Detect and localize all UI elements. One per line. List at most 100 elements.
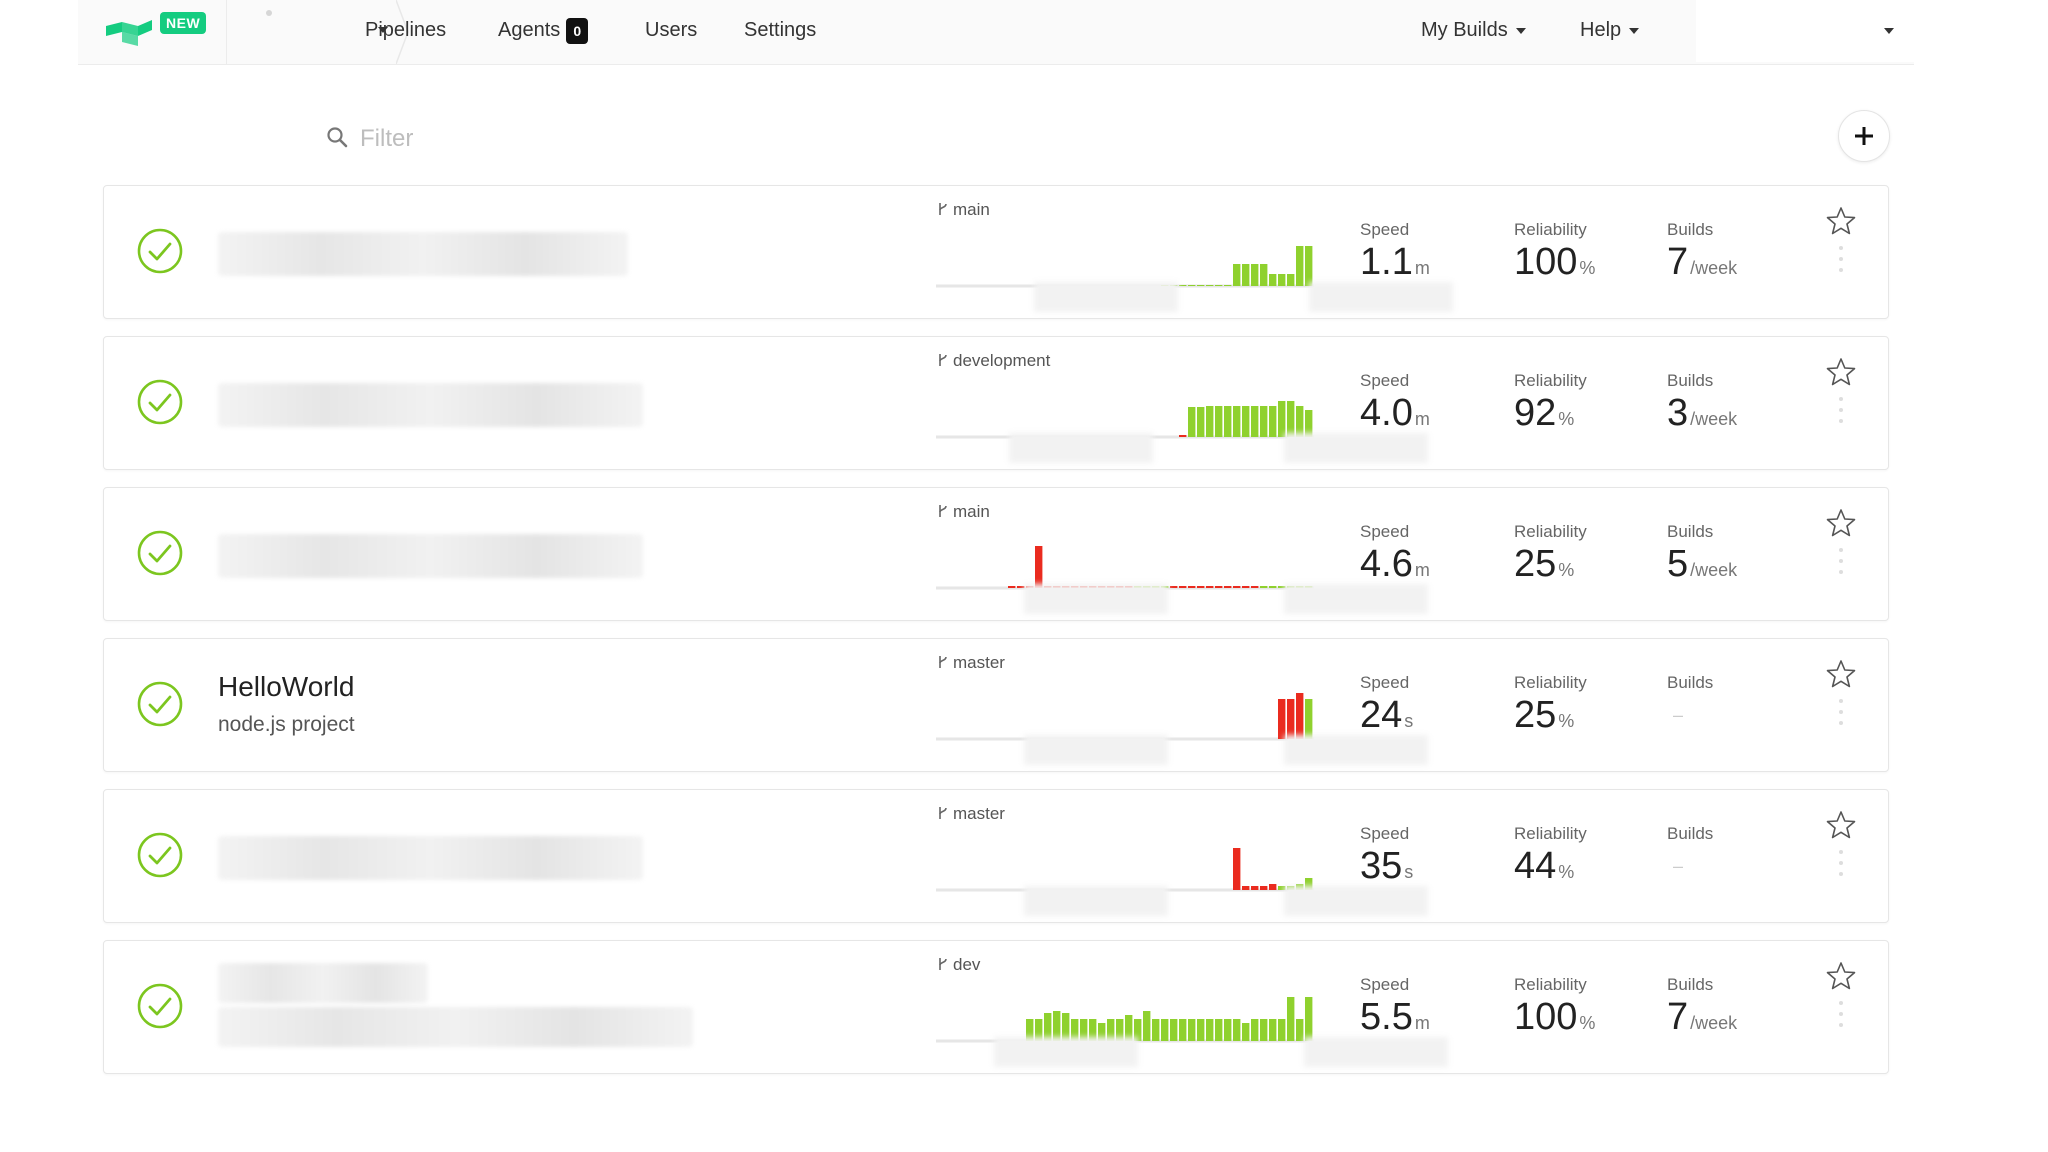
passed-build-bar[interactable] xyxy=(1287,401,1295,437)
pipeline-name[interactable]: HelloWorld xyxy=(218,671,355,702)
more-options-icon[interactable] xyxy=(1832,695,1850,729)
passed-build-bar[interactable] xyxy=(1188,407,1196,437)
passed-build-bar[interactable] xyxy=(1260,264,1268,286)
build-history-chart[interactable] xyxy=(936,979,1314,1043)
passed-build-bar[interactable] xyxy=(1296,406,1304,437)
failed-build-bar[interactable] xyxy=(1179,435,1187,437)
passed-build-bar[interactable] xyxy=(1278,586,1286,588)
failed-build-bar[interactable] xyxy=(1197,586,1205,588)
passed-build-bar[interactable] xyxy=(1188,285,1196,286)
build-history-chart[interactable] xyxy=(936,677,1314,741)
failed-build-bar[interactable] xyxy=(1224,586,1232,588)
passed-build-bar[interactable] xyxy=(1278,1019,1286,1041)
passed-build-bar[interactable] xyxy=(1107,1019,1115,1041)
more-options-icon[interactable] xyxy=(1832,242,1850,276)
nav-users[interactable]: Users xyxy=(645,19,698,41)
passed-build-bar[interactable] xyxy=(1152,1019,1160,1041)
failed-build-bar[interactable] xyxy=(1242,886,1250,890)
passed-build-bar[interactable] xyxy=(1269,586,1277,588)
build-history-chart[interactable] xyxy=(936,375,1314,439)
pipeline-card[interactable]: HelloWorld node.js project master Speed 24 s R… xyxy=(103,638,1889,772)
pipeline-name-redacted[interactable] xyxy=(218,232,628,276)
passed-build-bar[interactable] xyxy=(1278,274,1286,286)
passed-build-bar[interactable] xyxy=(1116,1019,1124,1041)
failed-build-bar[interactable] xyxy=(1206,586,1214,588)
nav-settings[interactable]: Settings xyxy=(744,19,817,41)
failed-build-bar[interactable] xyxy=(1233,848,1241,890)
passed-build-bar[interactable] xyxy=(1170,1019,1178,1041)
passed-build-bar[interactable] xyxy=(1053,1011,1061,1041)
passed-build-bar[interactable] xyxy=(1215,285,1223,286)
passed-build-bar[interactable] xyxy=(1215,406,1223,437)
passed-build-bar[interactable] xyxy=(1206,1019,1214,1041)
passed-build-bar[interactable] xyxy=(1224,1019,1232,1041)
pipeline-name-redacted[interactable] xyxy=(218,534,643,578)
passed-build-bar[interactable] xyxy=(1242,264,1250,286)
new-pipeline-button[interactable] xyxy=(1838,110,1890,162)
failed-build-bar[interactable] xyxy=(1215,586,1223,588)
pipeline-name-redacted[interactable] xyxy=(218,836,643,880)
failed-build-bar[interactable] xyxy=(1035,546,1043,588)
build-history-chart[interactable] xyxy=(936,526,1314,590)
failed-build-bar[interactable] xyxy=(1251,586,1259,588)
passed-build-bar[interactable] xyxy=(1197,407,1205,437)
nav-pipelines[interactable]: Pipelines xyxy=(365,19,447,41)
passed-build-bar[interactable] xyxy=(1296,246,1304,286)
user-menu[interactable] xyxy=(1696,0,1918,62)
more-options-icon[interactable] xyxy=(1832,393,1850,427)
passed-build-bar[interactable] xyxy=(1215,1019,1223,1041)
passed-build-bar[interactable] xyxy=(1206,406,1214,437)
passed-build-bar[interactable] xyxy=(1224,406,1232,437)
failed-build-bar[interactable] xyxy=(1269,884,1277,890)
passed-build-bar[interactable] xyxy=(1251,264,1259,286)
star-icon[interactable] xyxy=(1826,810,1856,840)
pipeline-card[interactable]: master Speed 35 s Reliability 44% Builds – xyxy=(103,789,1889,923)
passed-build-bar[interactable] xyxy=(1044,1013,1052,1041)
failed-build-bar[interactable] xyxy=(1188,586,1196,588)
pipeline-card[interactable]: main Speed 1.1 m Reliability 100% Builds 7/week xyxy=(103,185,1889,319)
passed-build-bar[interactable] xyxy=(1287,274,1295,286)
failed-build-bar[interactable] xyxy=(1008,586,1016,588)
pipeline-card[interactable]: dev Speed 5.5 m Reliability 100% Builds 7/week xyxy=(103,940,1889,1074)
failed-build-bar[interactable] xyxy=(1233,586,1241,588)
passed-build-bar[interactable] xyxy=(1251,1019,1259,1041)
filter-input[interactable] xyxy=(358,118,722,160)
passed-build-bar[interactable] xyxy=(1278,401,1286,437)
passed-build-bar[interactable] xyxy=(1089,1019,1097,1041)
passed-build-bar[interactable] xyxy=(1161,1019,1169,1041)
passed-build-bar[interactable] xyxy=(1287,997,1295,1041)
failed-build-bar[interactable] xyxy=(1017,586,1025,588)
branch-label[interactable]: main xyxy=(937,200,990,220)
build-history-chart[interactable] xyxy=(936,224,1314,288)
passed-build-bar[interactable] xyxy=(1071,1019,1079,1041)
passed-build-bar[interactable] xyxy=(1260,1019,1268,1041)
passed-build-bar[interactable] xyxy=(1305,878,1313,890)
passed-build-bar[interactable] xyxy=(1296,1019,1304,1041)
failed-build-bar[interactable] xyxy=(1278,699,1286,739)
passed-build-bar[interactable] xyxy=(1242,1023,1250,1041)
pipeline-card[interactable]: development Speed 4.0 m Reliability 92% Builds… xyxy=(103,336,1889,470)
star-icon[interactable] xyxy=(1826,357,1856,387)
passed-build-bar[interactable] xyxy=(1179,1019,1187,1041)
more-options-icon[interactable] xyxy=(1832,544,1850,578)
branch-label[interactable]: master xyxy=(937,653,1005,673)
star-icon[interactable] xyxy=(1826,961,1856,991)
passed-build-bar[interactable] xyxy=(1242,406,1250,437)
passed-build-bar[interactable] xyxy=(1143,1011,1151,1041)
failed-build-bar[interactable] xyxy=(1242,586,1250,588)
failed-build-bar[interactable] xyxy=(1260,886,1268,890)
my-builds-menu[interactable]: My Builds xyxy=(1421,0,1526,60)
pipeline-card[interactable]: main Speed 4.6 m Reliability 25% Builds 5/week xyxy=(103,487,1889,621)
more-options-icon[interactable] xyxy=(1832,846,1850,880)
build-history-chart[interactable] xyxy=(936,828,1314,892)
passed-build-bar[interactable] xyxy=(1260,586,1268,588)
star-icon[interactable] xyxy=(1826,659,1856,689)
star-icon[interactable] xyxy=(1826,206,1856,236)
pipeline-name-redacted[interactable] xyxy=(218,963,428,1003)
passed-build-bar[interactable] xyxy=(1098,1023,1106,1041)
passed-build-bar[interactable] xyxy=(1269,274,1277,286)
failed-build-bar[interactable] xyxy=(1179,586,1187,588)
passed-build-bar[interactable] xyxy=(1278,886,1286,890)
passed-build-bar[interactable] xyxy=(1080,1019,1088,1041)
passed-build-bar[interactable] xyxy=(1179,285,1187,286)
